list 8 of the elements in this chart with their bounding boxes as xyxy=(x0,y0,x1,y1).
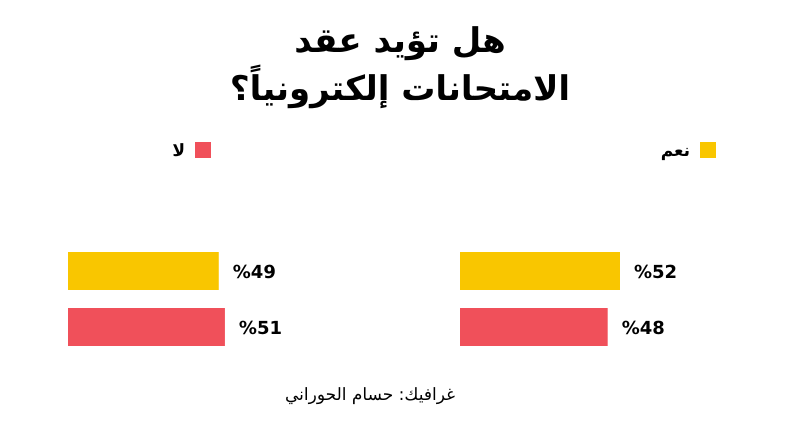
data-label: %51 xyxy=(238,318,282,339)
legend-label: نعم xyxy=(660,141,690,161)
chart-title: هل تؤيد عقد الامتحانات إلكترونياً؟ xyxy=(230,21,570,109)
legend-label: لا xyxy=(172,141,185,161)
data-label: %49 xyxy=(232,262,276,283)
data-label: %48 xyxy=(622,318,665,339)
text: غرافيك: حسام الحوراني xyxy=(285,385,456,405)
data-label: %52 xyxy=(634,262,678,283)
